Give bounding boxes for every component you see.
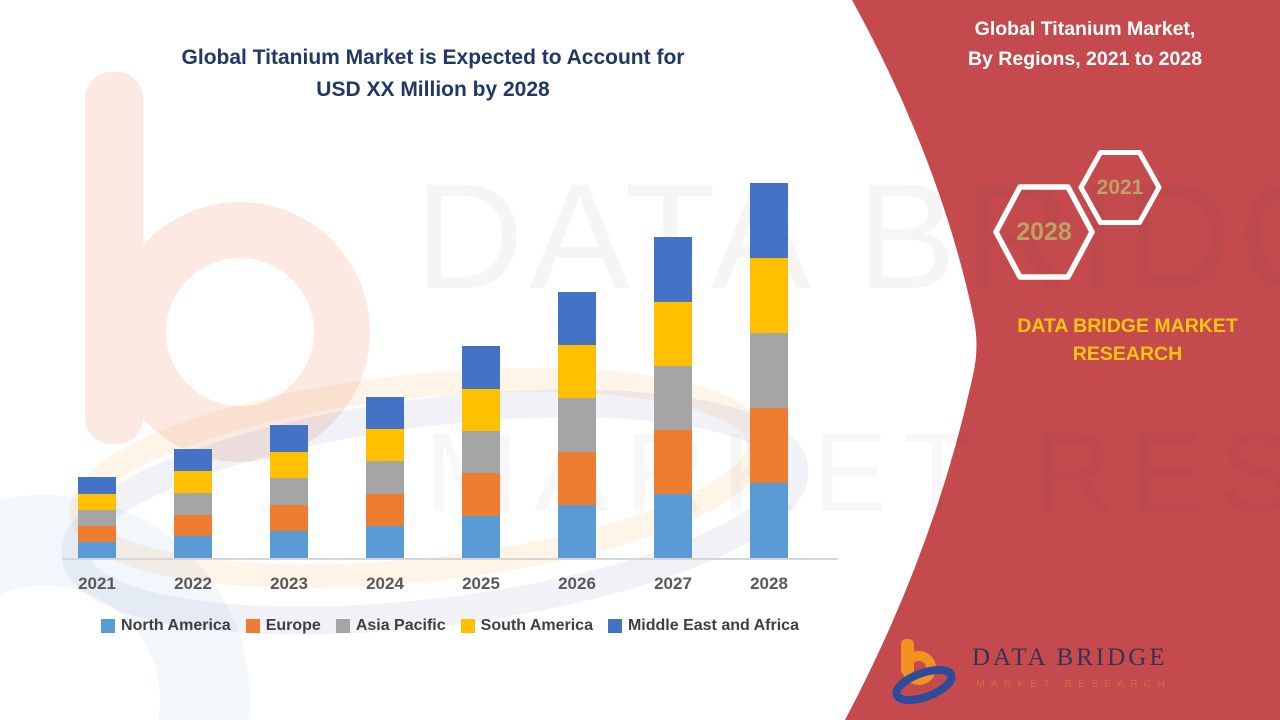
red-panel-shape xyxy=(845,0,1280,720)
legend-label-south-america: South America xyxy=(480,617,593,634)
bar-2026-segment-asia-pacific xyxy=(558,398,596,452)
x-axis-label-2027: 2027 xyxy=(654,574,692,593)
legend-marker-europe xyxy=(245,619,260,633)
chart-legend: North America Europe Asia Pacific South Ame… xyxy=(62,617,838,635)
brand-text-line2: RESEARCH xyxy=(1072,343,1183,366)
bar-2021-segment-north-america xyxy=(78,541,116,558)
x-axis-label-2021: 2021 xyxy=(78,574,116,593)
bar-2026-segment-middle-east-and-africa xyxy=(558,291,596,345)
legend-marker-middle-east-and-africa xyxy=(607,619,622,633)
bar-2023-segment-middle-east-and-africa xyxy=(270,424,308,452)
bar-2024 xyxy=(366,396,404,558)
legend-item-south-america: South America xyxy=(460,617,593,635)
panel-heading: Global Titanium Market, By Regions, 2021… xyxy=(920,14,1250,74)
bar-2022 xyxy=(174,449,212,558)
legend-marker-south-america xyxy=(460,619,475,633)
bar-2025-segment-middle-east-and-africa xyxy=(462,346,500,389)
legend-marker-north-america xyxy=(101,619,116,633)
plot-area xyxy=(62,168,838,560)
chart-title: Global Titanium Market is Expected to Ac… xyxy=(58,42,808,105)
chart-title-line1: Global Titanium Market is Expected to Ac… xyxy=(181,46,685,69)
bar-2022-segment-north-america xyxy=(174,536,212,558)
hexagon-2028-label: 2028 xyxy=(1016,218,1072,246)
bar-2023-segment-south-america xyxy=(270,451,308,479)
x-axis-label-2028: 2028 xyxy=(750,574,788,593)
x-axis-label-2025: 2025 xyxy=(462,574,500,593)
panel-heading-line2: By Regions, 2021 to 2028 xyxy=(967,48,1203,71)
bar-2025 xyxy=(462,346,500,558)
bar-2024-segment-asia-pacific xyxy=(366,461,404,494)
legend-label-middle-east-and-africa: Middle East and Africa xyxy=(627,617,799,634)
hexagon-2021-label: 2021 xyxy=(1097,176,1144,199)
bar-2026-segment-south-america xyxy=(558,345,596,399)
bar-2027-segment-south-america xyxy=(654,301,692,366)
chart-title-line2: USD XX Million by 2028 xyxy=(316,77,550,101)
bar-2028-segment-europe xyxy=(750,408,788,483)
brand-text-line1: DATA BRIDGE MARKET xyxy=(1017,315,1238,337)
bar-2021-segment-asia-pacific xyxy=(78,509,116,526)
legend-item-asia-pacific: Asia Pacific xyxy=(335,617,446,635)
footer-logo-subtitle: MARKET RESEARCH xyxy=(976,678,1171,690)
bar-2028-segment-middle-east-and-africa xyxy=(750,183,788,258)
hexagon-2021 xyxy=(1078,150,1162,225)
bar-2024-segment-europe xyxy=(366,493,404,526)
x-axis-labels: 2021 2022 2023 2024 2025 2026 2027 2028 xyxy=(62,574,838,598)
bar-2026-segment-north-america xyxy=(558,504,596,558)
bar-2023-segment-europe xyxy=(270,504,308,532)
bar-2021-segment-europe xyxy=(78,525,116,542)
legend-label-asia-pacific: Asia Pacific xyxy=(355,617,446,634)
bar-2026-segment-europe xyxy=(558,451,596,505)
bar-2024-segment-south-america xyxy=(366,429,404,462)
bar-2023-segment-north-america xyxy=(270,531,308,558)
databridge-logo-icon xyxy=(892,639,956,705)
legend-label-europe: Europe xyxy=(265,617,321,634)
bar-2027-segment-europe xyxy=(654,429,692,494)
x-axis-line xyxy=(62,558,838,560)
bar-2023-segment-asia-pacific xyxy=(270,478,308,505)
bar-2028-segment-south-america xyxy=(750,258,788,333)
bar-2025-segment-south-america xyxy=(462,388,500,431)
x-axis-label-2022: 2022 xyxy=(174,574,212,593)
bar-2022-segment-asia-pacific xyxy=(174,492,212,515)
brand-text: DATA BRIDGE MARKET RESEARCH xyxy=(985,312,1270,369)
bar-2027-segment-north-america xyxy=(654,493,692,558)
bar-2022-segment-europe xyxy=(174,514,212,537)
legend-label-north-america: North America xyxy=(121,617,231,634)
bar-2021-segment-middle-east-and-africa xyxy=(78,477,116,494)
panel-heading-line1: Global Titanium Market, xyxy=(974,18,1196,40)
bar-2022-segment-south-america xyxy=(174,471,212,493)
bar-2028-segment-north-america xyxy=(750,483,788,558)
legend-item-middle-east-and-africa: Middle East and Africa xyxy=(607,617,799,635)
bar-2024-segment-middle-east-and-africa xyxy=(366,396,404,429)
bar-2028-segment-asia-pacific xyxy=(750,333,788,408)
legend-item-europe: Europe xyxy=(245,617,321,635)
bar-2027 xyxy=(654,237,692,558)
bar-2025-segment-asia-pacific xyxy=(462,430,500,474)
bar-2024-segment-north-america xyxy=(366,525,404,558)
bar-2021-segment-south-america xyxy=(78,493,116,510)
bar-2027-segment-middle-east-and-africa xyxy=(654,237,692,302)
bar-2026 xyxy=(558,291,596,558)
bar-2021 xyxy=(78,477,116,558)
legend-item-north-america: North America xyxy=(101,617,231,635)
hexagon-2028 xyxy=(993,184,1095,280)
bar-2025-segment-europe xyxy=(462,473,500,516)
footer-logo-name: DATA BRIDGE xyxy=(972,644,1168,671)
bar-2022-segment-middle-east-and-africa xyxy=(174,449,212,471)
bar-2027-segment-asia-pacific xyxy=(654,365,692,430)
bar-2028 xyxy=(750,183,788,558)
year-hexagons: 2028 2021 xyxy=(993,150,1162,280)
bar-2025-segment-north-america xyxy=(462,515,500,558)
bar-2023 xyxy=(270,424,308,558)
legend-marker-asia-pacific xyxy=(335,619,350,633)
x-axis-label-2023: 2023 xyxy=(270,574,308,593)
x-axis-label-2026: 2026 xyxy=(558,574,596,593)
x-axis-label-2024: 2024 xyxy=(366,574,404,593)
